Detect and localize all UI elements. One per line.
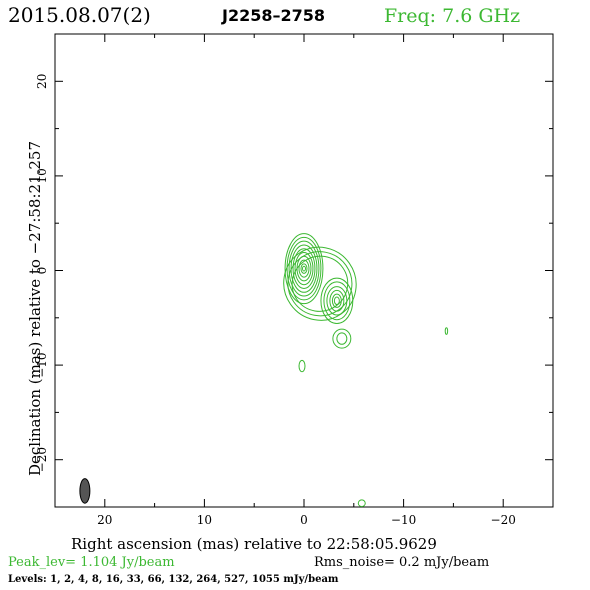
x-tick-label: 10 [197,513,212,527]
contour-jet-5 [333,296,340,306]
rms-noise: Rms_noise= 0.2 mJy/beam [314,555,489,570]
contour-lines [283,233,449,508]
contour-jet-0 [320,277,354,324]
observation-date: 2015.08.07(2) [8,3,151,27]
axis-ticks: 20 10 0 −10 −20 20 10 0 −10 −20 [35,33,554,527]
x-tick-label: 20 [97,513,112,527]
contour-jet-3 [329,289,345,312]
x-axis-title: Right ascension (mas) relative to 22:58:… [71,535,437,553]
contour-jet-4 [331,293,342,308]
x-tick-label: −20 [491,513,516,527]
y-tick-label: −10 [35,352,49,377]
contour-island-east [444,327,449,335]
source-name: J2258–2758 [221,6,325,25]
contour-core-7 [298,259,310,278]
frequency-label: Freq: 7.6 GHz [384,5,520,27]
contour-jet-tail-1 [336,332,348,345]
y-tick-label: 10 [35,168,49,183]
contour-core-1 [286,236,322,301]
contour-jet-1 [323,281,351,321]
contour-core-0 [284,233,324,305]
y-tick-label: 0 [35,267,49,275]
contour-core-4 [292,248,316,289]
y-tick-label: 20 [35,74,49,89]
contour-envelope-2 [291,255,349,312]
peak-level: Peak_lev= 1.104 Jy/beam [8,555,175,570]
contour-core-8 [300,263,308,274]
contour-island-south [298,359,306,373]
x-tick-label: −10 [391,513,416,527]
contour-island-bottom [357,499,366,508]
beam-ellipse-group [79,478,91,504]
beam-ellipse [79,478,91,504]
contour-jet-2 [326,286,348,316]
contour-core-5 [294,252,314,286]
x-tick-label: 0 [300,513,308,527]
y-tick-label: −20 [35,447,49,472]
contour-jet-tail-0 [332,328,352,349]
contour-core-9 [302,265,306,272]
contour-levels: Levels: 1, 2, 4, 8, 16, 33, 66, 132, 264… [8,574,339,585]
contour-core-2 [288,240,320,297]
y-axis-title: Declination (mas) relative to −27:58:21.… [26,141,44,476]
contour-envelope-1 [287,251,353,317]
